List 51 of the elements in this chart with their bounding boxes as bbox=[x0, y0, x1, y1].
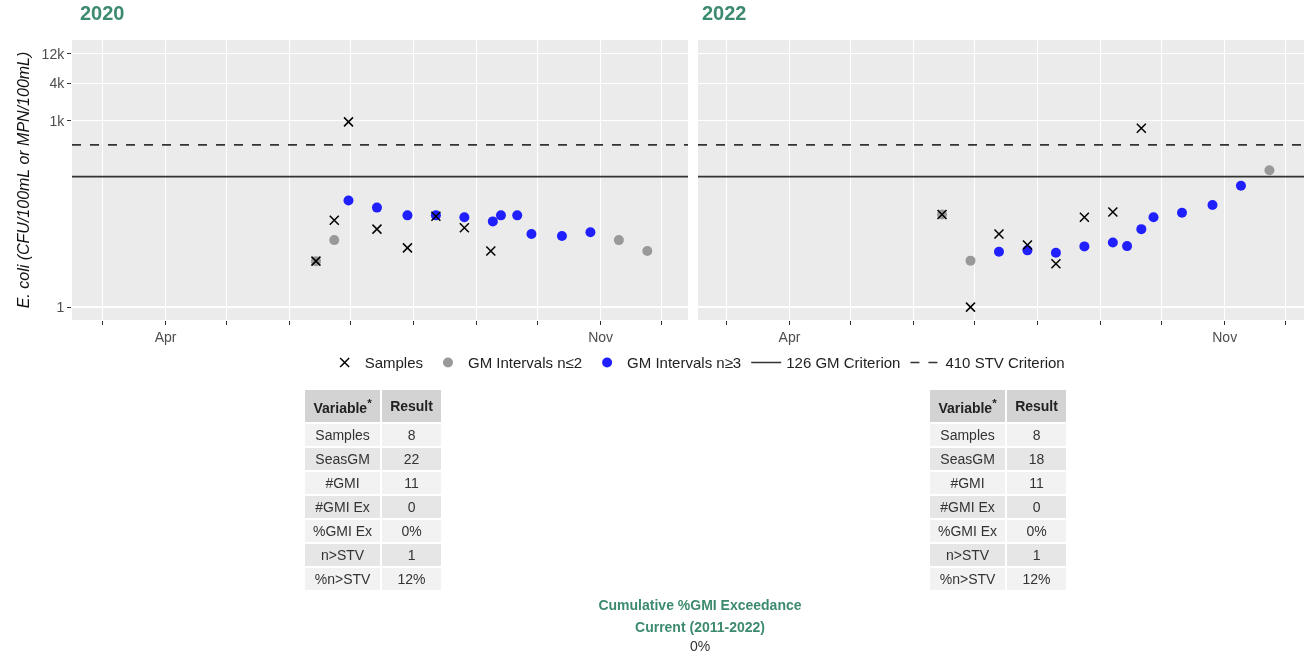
text: 11 bbox=[404, 475, 419, 491]
text: 0% bbox=[688, 638, 712, 654]
y-tick-label: 1k bbox=[49, 112, 66, 129]
text: Variable$^{*}$ bbox=[305, 390, 381, 422]
y-tick-label: 12k bbox=[41, 45, 66, 62]
category-label: n>STV bbox=[305, 544, 381, 566]
x-tick-label: Nov bbox=[1212, 328, 1238, 345]
text: 0 bbox=[407, 499, 416, 515]
chart-title: 2020 bbox=[80, 1, 125, 24]
legend-label: 410 STV Criterion bbox=[945, 354, 1065, 372]
text: 18 bbox=[1028, 451, 1045, 467]
category-label: #GMI bbox=[305, 472, 381, 494]
category-label: SeasGM bbox=[930, 448, 1006, 470]
legend-label: 126 GM Criterion bbox=[786, 354, 901, 372]
legend-label: GM Intervals n≤2 bbox=[468, 354, 583, 372]
category-label: #GMI bbox=[930, 472, 1006, 494]
text: Variable$^{*}$ bbox=[930, 390, 1006, 422]
text: 1 bbox=[1032, 547, 1041, 563]
category-label: Samples bbox=[305, 424, 381, 446]
text: Cumulative %GMI Exceedance bbox=[597, 596, 803, 615]
y-axis-title: E. coli (CFU/100mL or MPN/100mL) bbox=[14, 51, 32, 309]
x-tick-label: Apr bbox=[154, 328, 177, 345]
category-label: %n>STV bbox=[930, 568, 1006, 590]
category-label: %GMI Ex bbox=[305, 520, 381, 542]
text: 1 bbox=[407, 547, 416, 563]
text: Current (2011-2022) bbox=[634, 618, 766, 637]
text: 12% bbox=[1022, 571, 1051, 587]
category-label: n>STV bbox=[930, 544, 1006, 566]
text: 0% bbox=[401, 523, 422, 539]
text: 8 bbox=[407, 427, 416, 443]
category-label: SeasGM bbox=[305, 448, 381, 470]
text: Result bbox=[382, 390, 441, 422]
text: 0% bbox=[1026, 523, 1047, 539]
y-tick-label: 4k bbox=[49, 75, 66, 92]
text: 8 bbox=[1032, 427, 1041, 443]
text: 22 bbox=[403, 451, 420, 467]
legend-label: GM Intervals n≥3 bbox=[627, 354, 742, 372]
text: 11 bbox=[1029, 475, 1044, 491]
x-tick-label: Apr bbox=[778, 328, 801, 345]
legend-label: Samples bbox=[364, 354, 423, 372]
x-tick-label: Nov bbox=[588, 328, 614, 345]
text: Result bbox=[1007, 390, 1066, 422]
text: 0 bbox=[1032, 499, 1041, 515]
category-label: %n>STV bbox=[305, 568, 381, 590]
category-label: Samples bbox=[930, 424, 1006, 446]
text: 12% bbox=[397, 571, 426, 587]
category-label: #GMI Ex bbox=[930, 496, 1006, 518]
category-label: #GMI Ex bbox=[305, 496, 381, 518]
y-tick-label: 1 bbox=[56, 299, 65, 316]
chart-title: 2022 bbox=[702, 1, 747, 24]
category-label: %GMI Ex bbox=[930, 520, 1006, 542]
